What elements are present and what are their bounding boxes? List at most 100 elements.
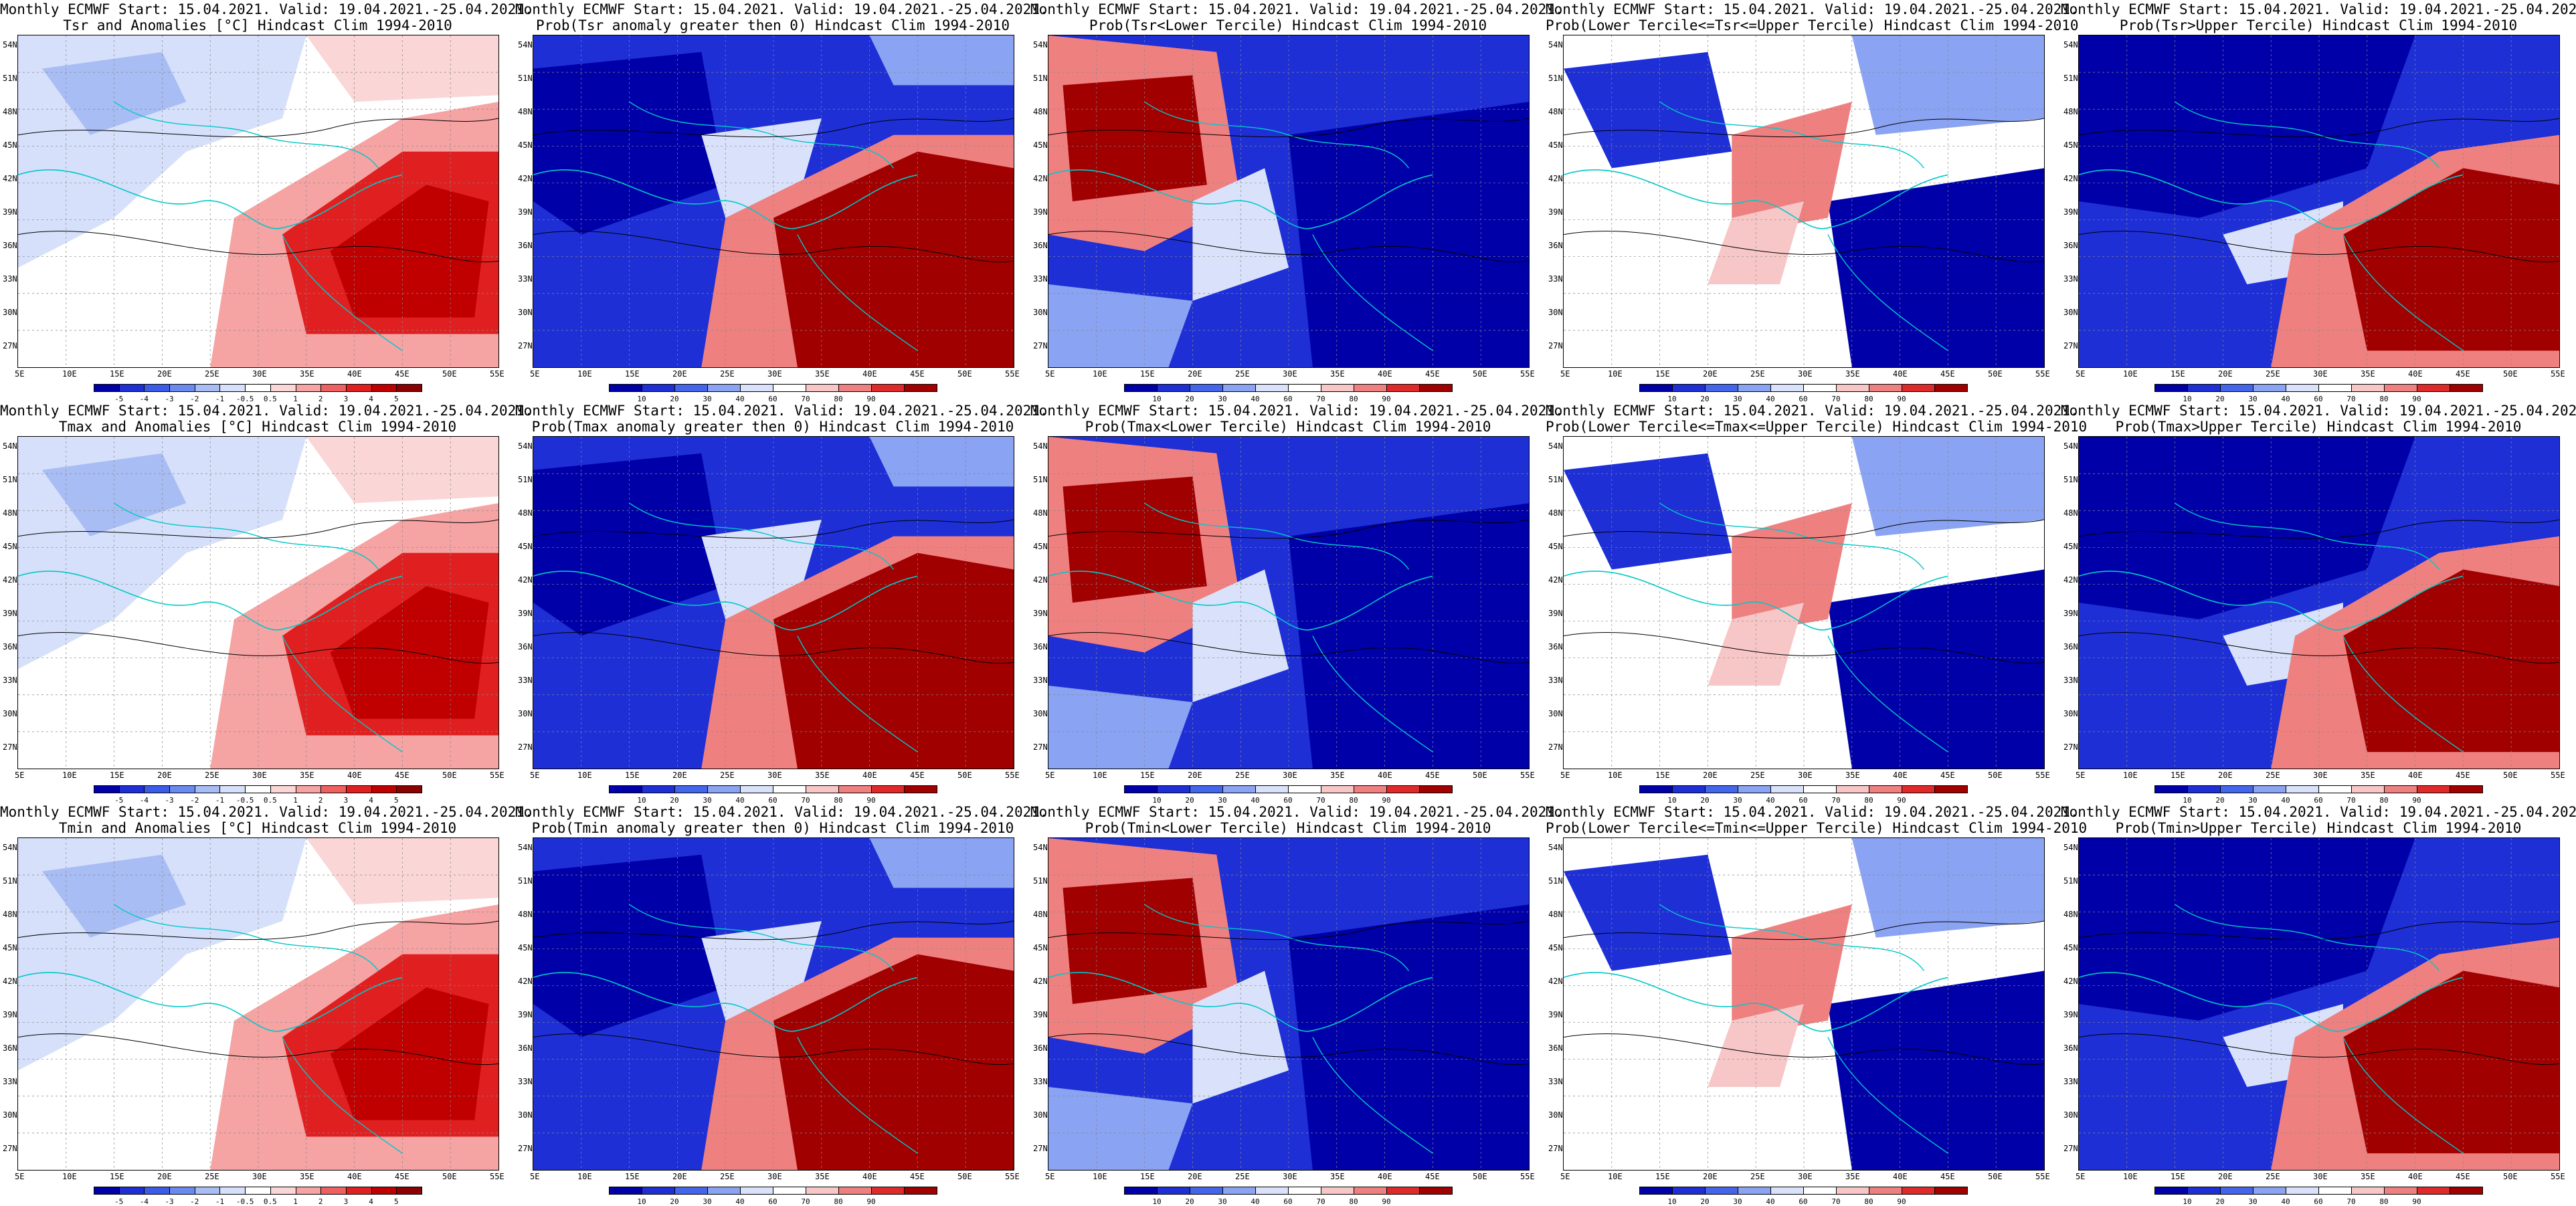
colorbar-label: -2 (190, 395, 199, 403)
longitude-tick-label: 55E (2035, 369, 2050, 379)
colorbar-cell (1934, 1187, 1968, 1195)
colorbar-cell (194, 384, 221, 392)
colorbar: 10 20 30 40 60 70 80 90 (2154, 785, 2483, 805)
latitude-tick-label: 51N (518, 74, 533, 83)
map-panel: Monthly ECMWF Start: 15.04.2021. Valid: … (2061, 803, 2576, 1206)
latitude-tick-label: 27N (2063, 341, 2078, 350)
colorbar-label: 70 (801, 1197, 810, 1206)
colorbar: 10 20 30 40 60 70 80 90 (1124, 785, 1453, 805)
latitude-tick-label: 48N (1548, 910, 1563, 919)
map-fill-svg (18, 437, 498, 769)
longitude-tick-label: 25E (720, 1172, 735, 1181)
latitude-tick-label: 42N (2063, 977, 2078, 986)
longitude-tick-label: 50E (2503, 369, 2518, 379)
latitude-tick-label: 39N (518, 207, 533, 217)
panel-title-line1: Monthly ECMWF Start: 15.04.2021. Valid: … (2061, 804, 2576, 820)
latitude-tick-label: 33N (3, 676, 17, 685)
colorbar-label: 20 (670, 1197, 679, 1206)
latitude-tick-label: 33N (1548, 274, 1563, 284)
colorbar-cell (169, 785, 195, 793)
longitude-tick-label: 45E (1940, 771, 1955, 780)
colorbar-cell (1157, 1187, 1190, 1195)
latitude-tick-label: 39N (2063, 207, 2078, 217)
panel-title-line2: Prob(Lower Tercile<=Tmin<=Upper Tercile)… (1546, 820, 2088, 836)
colorbar-label: 2 (318, 395, 323, 403)
map-panel: Monthly ECMWF Start: 15.04.2021. Valid: … (0, 0, 533, 403)
colorbar-cell (2154, 1187, 2188, 1195)
latitude-tick-label: 51N (1033, 475, 1048, 484)
longitude-tick-label: 25E (1750, 1172, 1765, 1181)
colorbar-label: -4 (139, 395, 149, 403)
latitude-tick-label: 36N (2063, 241, 2078, 250)
longitude-tick-label: 20E (1188, 369, 1202, 379)
longitude-tick-label: 50E (1988, 1172, 2003, 1181)
longitude-tick-label: 50E (442, 369, 457, 379)
latitude-tick-label: 54N (3, 40, 17, 49)
latitude-tick-label: 45N (1548, 943, 1563, 952)
latitude-tick-label: 45N (1033, 140, 1048, 150)
latitude-tick-label: 51N (2063, 876, 2078, 886)
latitude-tick-label: 39N (3, 1010, 17, 1019)
colorbar-label: 70 (2347, 796, 2356, 805)
longitude-tick-label: 5E (1560, 369, 1570, 379)
colorbar-cell (1222, 1187, 1256, 1195)
colorbar-cell (1288, 785, 1321, 793)
latitude-tick-label: 42N (3, 575, 17, 585)
latitude-tick-label: 48N (2063, 107, 2078, 116)
longitude-tick-label: 40E (2408, 1172, 2423, 1181)
longitude-tick-label: 15E (2171, 369, 2185, 379)
colorbar-cell (1386, 1187, 1420, 1195)
colorbar-label: 70 (1831, 796, 1841, 805)
map-field (2078, 35, 2560, 368)
longitude-tick-label: 55E (2035, 1172, 2050, 1181)
latitude-tick-label: 39N (1548, 1010, 1563, 1019)
longitude-tick-label: 55E (490, 369, 504, 379)
colorbar-cell (371, 785, 397, 793)
latitude-tick-label: 27N (1033, 742, 1048, 752)
latitude-tick-label: 42N (2063, 174, 2078, 183)
latitude-tick-label: 51N (1548, 876, 1563, 886)
colorbar-label: 40 (1766, 1197, 1775, 1206)
panel-title-line2: Prob(Lower Tercile<=Tmax<=Upper Tercile)… (1546, 419, 2088, 435)
latitude-tick-label: 54N (3, 843, 17, 852)
colorbar-cell (2351, 785, 2385, 793)
latitude-tick-label: 45N (2063, 140, 2078, 150)
colorbar-label: 1 (293, 395, 298, 403)
longitude-tick-label: 50E (442, 771, 457, 780)
longitude-tick-label: 40E (1893, 369, 1908, 379)
colorbar-label: 3 (343, 395, 349, 403)
latitude-tick-label: 33N (518, 274, 533, 284)
latitude-tick-label: 39N (1033, 609, 1048, 618)
longitude-tick-label: 5E (1045, 369, 1055, 379)
colorbar-label: -2 (190, 796, 199, 805)
colorbar-label: 30 (1218, 796, 1227, 805)
longitude-tick-label: 40E (1378, 369, 1392, 379)
colorbar-cell (219, 384, 246, 392)
colorbar-cell (2417, 1187, 2450, 1195)
latitude-tick-label: 51N (1548, 475, 1563, 484)
longitude-tick-label: 45E (1425, 1172, 1440, 1181)
latitude-tick-label: 30N (3, 709, 17, 718)
longitude-tick-label: 20E (1703, 369, 1718, 379)
latitude-tick-label: 39N (1033, 1010, 1048, 1019)
colorbar-cell (345, 384, 372, 392)
longitude-tick-label: 35E (1330, 1172, 1345, 1181)
colorbar-label: 60 (1799, 1197, 1808, 1206)
colorbar-cell (194, 785, 221, 793)
longitude-tick-label: 40E (862, 771, 877, 780)
latitude-tick-label: 30N (1033, 709, 1048, 718)
map-field (533, 436, 1014, 769)
latitude-tick-label: 36N (3, 1043, 17, 1053)
colorbar-label: 30 (2248, 796, 2258, 805)
latitude-tick-label: 48N (1033, 508, 1048, 518)
colorbar-cell (1803, 384, 1837, 392)
colorbar-cell (1354, 384, 1387, 392)
longitude-tick-label: 5E (15, 771, 25, 780)
longitude-tick-label: 45E (2456, 369, 2470, 379)
colorbar-label: 80 (834, 395, 843, 403)
latitude-tick-label: 39N (1548, 207, 1563, 217)
colorbar-label: 3 (343, 1197, 349, 1206)
latitude-tick-label: 33N (518, 676, 533, 685)
colorbar-label: 10 (1152, 1197, 1162, 1206)
colorbar-label: 70 (2347, 1197, 2356, 1206)
